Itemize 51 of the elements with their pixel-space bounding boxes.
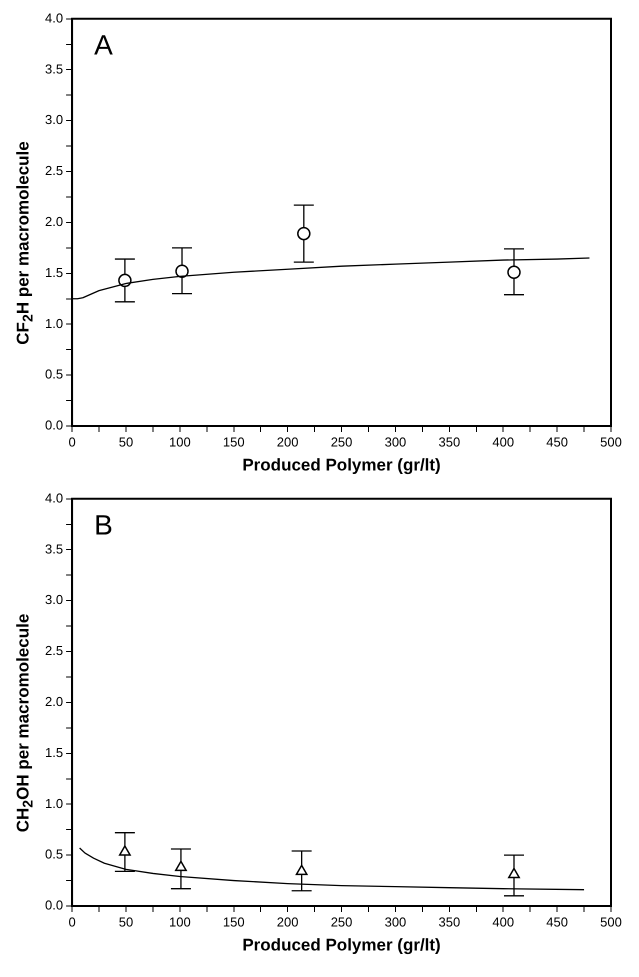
- x-tick-label: 300: [384, 914, 406, 930]
- point: [296, 864, 308, 876]
- y-tick-label: 0.5: [44, 846, 64, 862]
- y-tick-label: 2.0: [44, 694, 64, 709]
- x-tick-label: 350: [438, 434, 460, 450]
- x-tick-label: 50: [118, 434, 134, 450]
- y-tick-label: 1.0: [44, 796, 64, 811]
- x-tick-label: 350: [438, 914, 460, 930]
- annotation: B: [94, 510, 113, 541]
- x-tick-label: 450: [546, 434, 568, 450]
- point: [118, 845, 131, 856]
- x-tick-label: 50: [118, 914, 134, 930]
- x-tick-label: 500: [600, 434, 622, 450]
- x-tick-label: 100: [169, 914, 191, 930]
- x-axis-title: Produced Polymer (gr/lt): [242, 455, 441, 474]
- point: [508, 868, 520, 878]
- point: [297, 226, 311, 240]
- x-tick-label: 500: [600, 914, 622, 930]
- x-tick-label: 150: [222, 914, 245, 930]
- y-tick-label: 2.5: [44, 643, 64, 658]
- y-tick-label: 2.0: [44, 214, 64, 229]
- y-tick-label: 0.0: [44, 418, 64, 433]
- y-tick-label: 3.0: [44, 592, 64, 608]
- x-tick-label: 200: [276, 434, 298, 450]
- point: [175, 264, 189, 278]
- x-tick-label: 250: [330, 434, 352, 450]
- x-tick-label: 0: [68, 914, 76, 930]
- x-tick-label: 400: [492, 914, 514, 930]
- y-tick-label: 4.0: [44, 490, 64, 506]
- x-tick-label: 150: [222, 434, 245, 450]
- x-tick-label: 0: [68, 434, 76, 450]
- x-tick-label: 200: [276, 914, 298, 930]
- y-tick-label: 3.5: [44, 61, 64, 76]
- x-tick-label: 450: [546, 914, 568, 930]
- y-tick-label: 1.5: [44, 744, 64, 760]
- x-tick-label: 300: [384, 434, 406, 450]
- point: [507, 266, 521, 280]
- y-tick-label: 3.5: [44, 541, 64, 556]
- x-axis-title: Produced Polymer (gr/lt): [242, 935, 441, 954]
- y-tick-label: 4.0: [44, 10, 64, 26]
- y-tick-label: 2.5: [44, 163, 64, 178]
- y-tick-label: 3.0: [44, 112, 64, 128]
- y-tick-label: 0.5: [44, 366, 64, 382]
- y-tick-label: 1.5: [44, 264, 64, 280]
- x-tick-label: 250: [330, 914, 352, 930]
- annotation: A: [94, 30, 114, 61]
- y-tick-label: 0.0: [44, 898, 64, 913]
- x-tick-label: 100: [169, 434, 191, 450]
- y-tick-label: 1.0: [44, 316, 64, 331]
- point: [174, 860, 187, 872]
- x-tick-label: 400: [492, 434, 514, 450]
